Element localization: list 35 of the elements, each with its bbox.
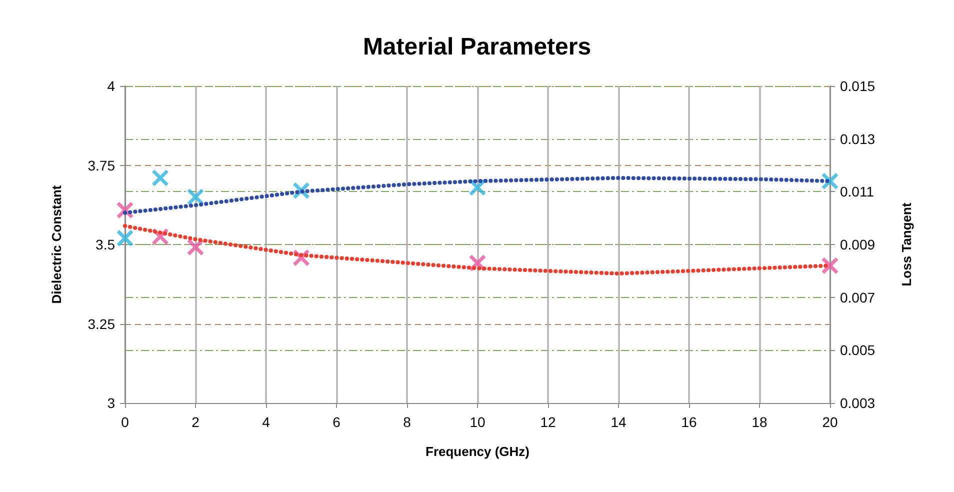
y2-tick-label: 0.003: [840, 395, 876, 411]
line-series: [123, 176, 832, 215]
x-tick-label: 20: [822, 414, 838, 430]
x-tick-label: 0: [121, 414, 130, 430]
point: [821, 256, 839, 274]
y-tick-label: 3.75: [88, 157, 116, 174]
y2-tick-label: 0.005: [840, 342, 876, 358]
x-tick-label: 8: [403, 414, 412, 430]
y2-tick-label: 0.009: [840, 236, 876, 252]
y2-axis-title: Loss Tangent: [899, 202, 914, 286]
point: [186, 238, 204, 256]
y-tick-label: 3.5: [96, 236, 116, 252]
x-tick-label: 10: [470, 414, 486, 430]
y-tick-label: 4: [107, 78, 116, 94]
x-tick-label: 6: [332, 414, 341, 430]
point: [186, 188, 204, 206]
y2-tick-label: 0.015: [840, 78, 876, 94]
x-tick-label: 14: [610, 414, 626, 430]
x-tick-label: 16: [681, 414, 697, 430]
y-tick-label: 3: [107, 395, 116, 411]
y2-tick-label: 0.011: [840, 184, 874, 200]
x-axis-title: Frequency (GHz): [425, 444, 530, 459]
point: [152, 169, 169, 187]
point: [116, 229, 134, 247]
y-axis-title: Dielectric Constant: [49, 184, 64, 304]
chart-title: Material Parameters: [362, 34, 592, 60]
x-tick-label: 12: [540, 414, 556, 430]
y-tick-label: 3.25: [88, 316, 116, 332]
x-tick-label: 4: [262, 414, 270, 430]
point: [821, 172, 839, 190]
x-tick-label: 2: [192, 414, 200, 430]
point: [116, 201, 134, 219]
y2-tick-label: 0.013: [840, 130, 876, 147]
y2-tick-label: 0.007: [840, 289, 876, 306]
x-tick-label: 18: [752, 414, 768, 430]
